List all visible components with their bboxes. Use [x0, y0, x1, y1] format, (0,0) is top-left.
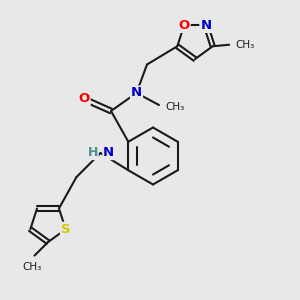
Text: H: H — [88, 146, 98, 160]
Text: N: N — [131, 86, 142, 100]
Text: N: N — [200, 19, 211, 32]
Text: CH₃: CH₃ — [22, 262, 42, 272]
Text: O: O — [78, 92, 90, 106]
Text: N: N — [103, 146, 114, 160]
Text: CH₃: CH₃ — [236, 40, 255, 50]
Text: CH₃: CH₃ — [166, 101, 185, 112]
Text: S: S — [61, 223, 70, 236]
Text: O: O — [178, 19, 190, 32]
